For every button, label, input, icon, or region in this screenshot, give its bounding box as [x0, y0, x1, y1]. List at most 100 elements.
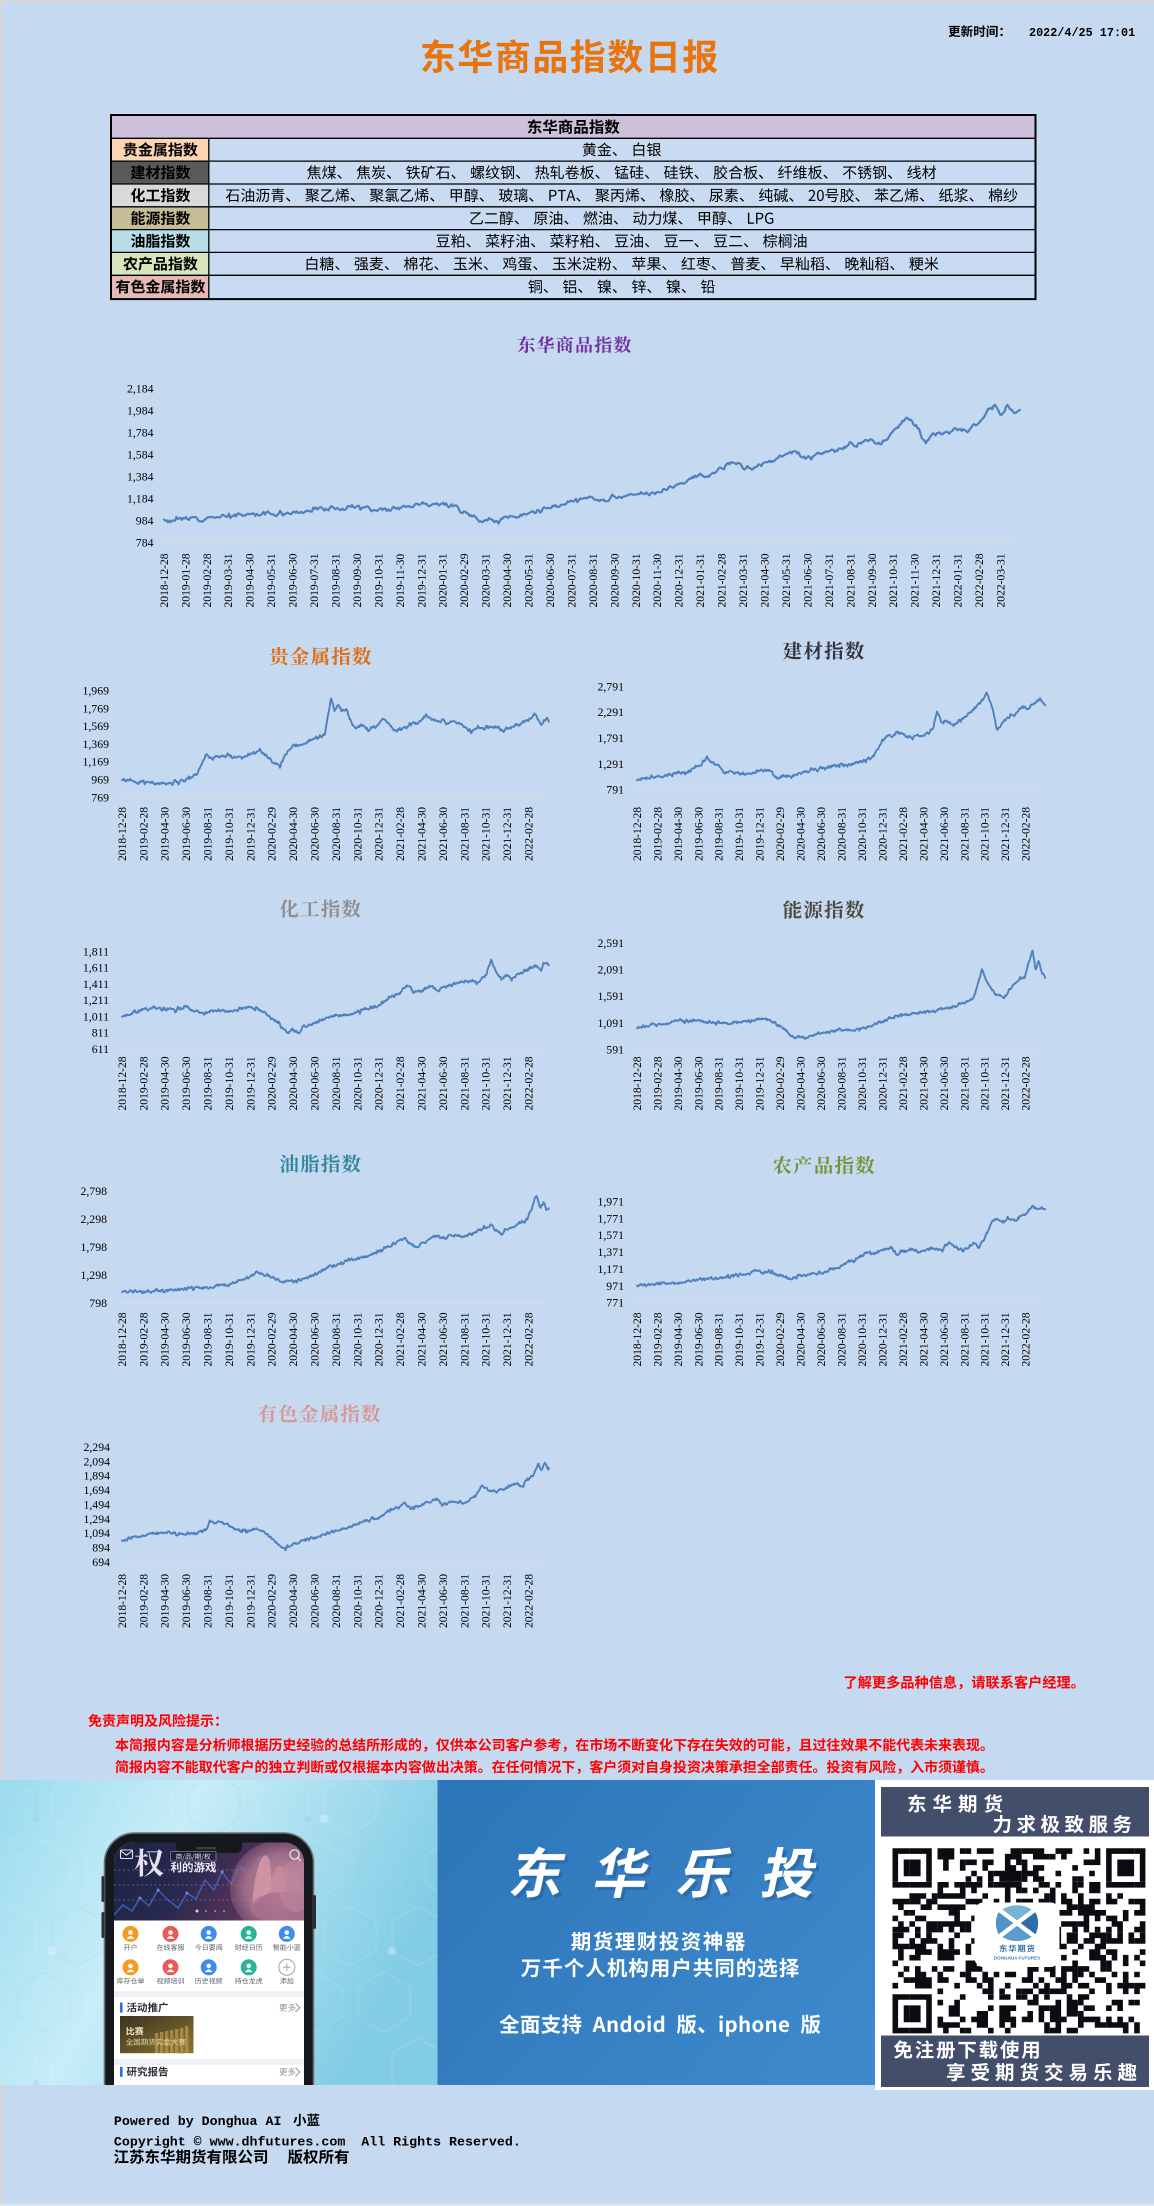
svg-text:2021-02-28: 2021-02-28 — [394, 1056, 407, 1110]
svg-text:2019-10-31: 2019-10-31 — [223, 807, 236, 861]
svg-text:2021-08-31: 2021-08-31 — [458, 807, 471, 861]
svg-text:1,384: 1,384 — [127, 469, 154, 483]
svg-text:2020-04-30: 2020-04-30 — [795, 807, 808, 861]
svg-text:2019-02-28: 2019-02-28 — [137, 1574, 150, 1628]
svg-text:2020-10-31: 2020-10-31 — [351, 1056, 364, 1110]
svg-text:2019-12-31: 2019-12-31 — [754, 807, 767, 861]
svg-text:769: 769 — [91, 790, 109, 804]
svg-text:2019-04-30: 2019-04-30 — [672, 1312, 685, 1366]
svg-text:2020-12-31: 2020-12-31 — [373, 1056, 386, 1110]
svg-text:2021-04-30: 2021-04-30 — [416, 1574, 429, 1628]
svg-text:2019-02-28: 2019-02-28 — [651, 807, 664, 861]
svg-text:2020-08-31: 2020-08-31 — [330, 1312, 343, 1366]
svg-text:791: 791 — [606, 783, 624, 797]
svg-text:2,291: 2,291 — [597, 705, 624, 719]
svg-text:2,798: 2,798 — [80, 1184, 107, 1198]
svg-text:2021-07-31: 2021-07-31 — [823, 553, 836, 607]
svg-text:2018-12-28: 2018-12-28 — [631, 1056, 644, 1110]
svg-text:2020-05-31: 2020-05-31 — [523, 553, 536, 607]
svg-text:2021-12-31: 2021-12-31 — [501, 1312, 514, 1366]
svg-text:811: 811 — [92, 1026, 109, 1040]
svg-text:2020-04-30: 2020-04-30 — [287, 1574, 300, 1628]
svg-text:DONGHUA FUTURES: DONGHUA FUTURES — [994, 1956, 1041, 1961]
svg-text:2021-04-30: 2021-04-30 — [416, 807, 429, 861]
svg-text:2020-06-30: 2020-06-30 — [815, 1056, 828, 1110]
svg-text:2021-10-31: 2021-10-31 — [979, 1056, 992, 1110]
svg-text:2019-02-28: 2019-02-28 — [651, 1312, 664, 1366]
svg-text:2019-06-30: 2019-06-30 — [692, 1056, 705, 1110]
svg-text:2020-02-29: 2020-02-29 — [774, 807, 787, 861]
svg-text:2019-08-31: 2019-08-31 — [202, 1312, 215, 1366]
svg-text:2021-10-31: 2021-10-31 — [480, 1574, 493, 1628]
svg-text:2021-12-31: 2021-12-31 — [930, 553, 943, 607]
svg-text:611: 611 — [92, 1042, 109, 1056]
svg-text:2020-02-29: 2020-02-29 — [266, 1574, 279, 1628]
svg-text:2021-02-28: 2021-02-28 — [897, 807, 910, 861]
svg-text:1,811: 1,811 — [83, 944, 109, 958]
svg-text:2021-06-30: 2021-06-30 — [437, 1574, 450, 1628]
svg-text:2019-02-28: 2019-02-28 — [137, 1312, 150, 1366]
svg-text:Powered by Donghua AI: Powered by Donghua AI — [114, 2114, 282, 2129]
svg-text:1,984: 1,984 — [127, 404, 154, 418]
svg-text:2022-02-28: 2022-02-28 — [523, 1312, 536, 1366]
svg-text:2020-06-30: 2020-06-30 — [309, 1056, 322, 1110]
svg-text:2018-12-28: 2018-12-28 — [116, 807, 129, 861]
svg-text:2,294: 2,294 — [83, 1440, 110, 1454]
svg-text:2019-07-31: 2019-07-31 — [308, 553, 321, 607]
svg-text:2020-02-29: 2020-02-29 — [266, 807, 279, 861]
svg-text:2021-02-28: 2021-02-28 — [897, 1312, 910, 1366]
svg-text:2021-08-31: 2021-08-31 — [458, 1312, 471, 1366]
svg-text:2021-08-31: 2021-08-31 — [958, 1056, 971, 1110]
svg-text:1,569: 1,569 — [82, 719, 109, 733]
svg-text:2020-06-30: 2020-06-30 — [815, 807, 828, 861]
svg-text:2020-06-30: 2020-06-30 — [309, 1312, 322, 1366]
svg-text:2021-08-31: 2021-08-31 — [844, 553, 857, 607]
svg-text:2021-02-28: 2021-02-28 — [394, 1312, 407, 1366]
svg-text:2021-12-31: 2021-12-31 — [999, 807, 1012, 861]
svg-text:2021-10-31: 2021-10-31 — [480, 1056, 493, 1110]
svg-text:2022-02-28: 2022-02-28 — [973, 553, 986, 607]
svg-text:2021-08-31: 2021-08-31 — [458, 1574, 471, 1628]
svg-text:2019-08-31: 2019-08-31 — [202, 807, 215, 861]
svg-text:971: 971 — [606, 1279, 624, 1293]
svg-text:2020-10-31: 2020-10-31 — [630, 553, 643, 607]
svg-text:969: 969 — [91, 773, 109, 787]
svg-text:2019-06-30: 2019-06-30 — [180, 807, 193, 861]
svg-text:2020-08-31: 2020-08-31 — [836, 1312, 849, 1366]
svg-text:1,771: 1,771 — [597, 1211, 624, 1225]
svg-text:2019-10-31: 2019-10-31 — [733, 807, 746, 861]
svg-text:2021-02-28: 2021-02-28 — [394, 1574, 407, 1628]
svg-text:1,298: 1,298 — [80, 1268, 107, 1282]
svg-text:2021-06-30: 2021-06-30 — [938, 1312, 951, 1366]
svg-text:2020-04-30: 2020-04-30 — [287, 1312, 300, 1366]
svg-text:2020-09-30: 2020-09-30 — [608, 553, 621, 607]
svg-text:2019-10-31: 2019-10-31 — [223, 1056, 236, 1110]
svg-text:798: 798 — [89, 1296, 107, 1310]
svg-text:2020-04-30: 2020-04-30 — [501, 553, 514, 607]
svg-text:2019-12-31: 2019-12-31 — [754, 1056, 767, 1110]
svg-text:2021-06-30: 2021-06-30 — [437, 1312, 450, 1366]
svg-text:2020-04-30: 2020-04-30 — [287, 807, 300, 861]
svg-text:2022-02-28: 2022-02-28 — [523, 807, 536, 861]
svg-text:2021-03-31: 2021-03-31 — [737, 553, 750, 607]
svg-text:2019-10-31: 2019-10-31 — [223, 1574, 236, 1628]
svg-text:2019-12-31: 2019-12-31 — [244, 1056, 257, 1110]
svg-text:1,971: 1,971 — [597, 1194, 624, 1208]
svg-text:2,591: 2,591 — [597, 936, 624, 950]
svg-text:2021-01-31: 2021-01-31 — [694, 553, 707, 607]
svg-text:2020-08-31: 2020-08-31 — [836, 807, 849, 861]
svg-text:2020-10-31: 2020-10-31 — [856, 807, 869, 861]
svg-text:2019-08-31: 2019-08-31 — [713, 1312, 726, 1366]
svg-text:591: 591 — [606, 1043, 624, 1057]
svg-text:2020-12-31: 2020-12-31 — [373, 1312, 386, 1366]
svg-text:1,591: 1,591 — [597, 989, 624, 1003]
svg-text:2022-02-28: 2022-02-28 — [1020, 807, 1033, 861]
svg-text:2020-02-29: 2020-02-29 — [458, 553, 471, 607]
svg-text:2021-12-31: 2021-12-31 — [999, 1312, 1012, 1366]
svg-text:2020-02-29: 2020-02-29 — [774, 1312, 787, 1366]
svg-text:2021-06-30: 2021-06-30 — [437, 1056, 450, 1110]
svg-text:2,791: 2,791 — [597, 680, 624, 694]
svg-text:2019-10-31: 2019-10-31 — [372, 553, 385, 607]
svg-text:2021-04-30: 2021-04-30 — [416, 1312, 429, 1366]
svg-text:2019-08-31: 2019-08-31 — [713, 807, 726, 861]
